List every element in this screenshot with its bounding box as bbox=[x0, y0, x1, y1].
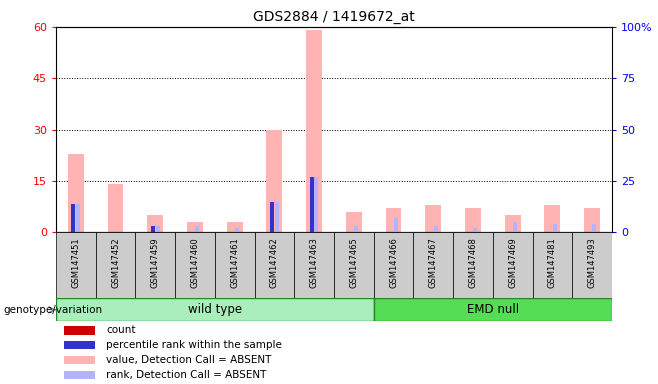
Bar bbox=[195, 226, 199, 232]
Bar bbox=[374, 232, 413, 298]
Bar bbox=[346, 212, 362, 232]
Text: GSM147469: GSM147469 bbox=[508, 237, 517, 288]
Text: genotype/variation: genotype/variation bbox=[3, 305, 103, 315]
Text: GSM147493: GSM147493 bbox=[588, 237, 597, 288]
Bar bbox=[107, 184, 124, 232]
Bar bbox=[294, 232, 334, 298]
Bar bbox=[513, 222, 517, 232]
Bar bbox=[64, 341, 95, 349]
Bar bbox=[553, 224, 557, 232]
Bar bbox=[493, 232, 532, 298]
Bar bbox=[473, 228, 477, 232]
Bar bbox=[306, 30, 322, 232]
Text: value, Detection Call = ABSENT: value, Detection Call = ABSENT bbox=[107, 355, 272, 365]
Text: wild type: wild type bbox=[188, 303, 242, 316]
Text: GSM147481: GSM147481 bbox=[548, 237, 557, 288]
Bar bbox=[572, 232, 612, 298]
Bar bbox=[68, 154, 84, 232]
Bar bbox=[413, 232, 453, 298]
Text: GSM147467: GSM147467 bbox=[429, 237, 438, 288]
Text: count: count bbox=[107, 325, 136, 336]
Bar bbox=[151, 226, 155, 232]
Bar bbox=[310, 177, 314, 232]
Bar bbox=[386, 209, 401, 232]
Text: GSM147461: GSM147461 bbox=[230, 237, 239, 288]
Bar bbox=[275, 202, 279, 232]
Bar bbox=[56, 232, 95, 298]
Bar bbox=[76, 204, 80, 232]
Text: GSM147463: GSM147463 bbox=[309, 237, 318, 288]
Bar bbox=[532, 232, 572, 298]
Text: rank, Detection Call = ABSENT: rank, Detection Call = ABSENT bbox=[107, 370, 266, 380]
Text: GSM147451: GSM147451 bbox=[71, 237, 80, 288]
Bar bbox=[64, 371, 95, 379]
Bar bbox=[155, 226, 160, 232]
Text: GSM147459: GSM147459 bbox=[151, 237, 160, 288]
Bar bbox=[56, 298, 374, 321]
Bar bbox=[227, 222, 243, 232]
Bar bbox=[434, 226, 438, 232]
Bar bbox=[505, 215, 520, 232]
Title: GDS2884 / 1419672_at: GDS2884 / 1419672_at bbox=[253, 10, 415, 25]
Bar bbox=[95, 232, 136, 298]
Bar bbox=[266, 130, 282, 232]
Bar bbox=[315, 177, 318, 232]
Bar bbox=[64, 356, 95, 364]
Text: EMD null: EMD null bbox=[467, 303, 519, 316]
Bar bbox=[136, 232, 175, 298]
Bar bbox=[64, 326, 95, 334]
Bar bbox=[453, 232, 493, 298]
Bar bbox=[394, 218, 398, 232]
Bar bbox=[235, 228, 239, 232]
Text: GSM147460: GSM147460 bbox=[190, 237, 199, 288]
Bar bbox=[334, 232, 374, 298]
Bar bbox=[270, 202, 274, 232]
Bar bbox=[592, 224, 596, 232]
Text: GSM147466: GSM147466 bbox=[389, 237, 398, 288]
Bar bbox=[584, 209, 600, 232]
Text: percentile rank within the sample: percentile rank within the sample bbox=[107, 340, 282, 350]
Text: GSM147465: GSM147465 bbox=[349, 237, 359, 288]
Bar bbox=[425, 205, 441, 232]
Bar bbox=[175, 232, 215, 298]
Bar bbox=[72, 204, 76, 232]
Bar bbox=[354, 226, 358, 232]
Text: GSM147452: GSM147452 bbox=[111, 237, 120, 288]
Bar bbox=[544, 205, 561, 232]
Bar bbox=[147, 215, 163, 232]
Text: GSM147462: GSM147462 bbox=[270, 237, 279, 288]
Text: GSM147468: GSM147468 bbox=[468, 237, 478, 288]
Bar bbox=[215, 232, 255, 298]
Bar bbox=[255, 232, 294, 298]
Bar bbox=[374, 298, 612, 321]
Bar bbox=[187, 222, 203, 232]
Bar bbox=[465, 209, 481, 232]
